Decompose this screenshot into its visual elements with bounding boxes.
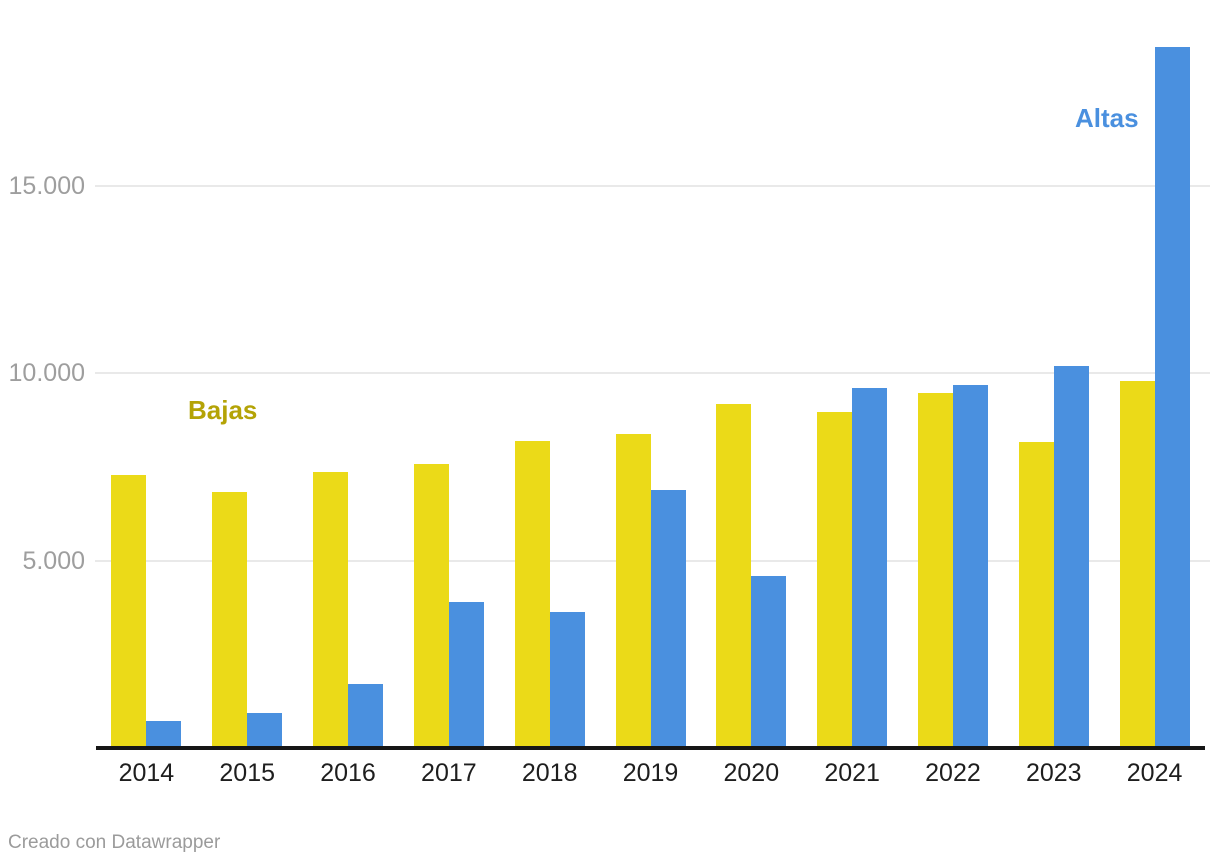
bar-altas-2020 [751,576,787,748]
bar-altas-2019 [650,489,686,748]
bar-bajas-2015 [212,491,248,748]
y-tick-label-5000: 5.000 [22,546,85,575]
bar-bajas-2018 [514,440,550,748]
bar-bajas-2016 [313,471,349,748]
x-tick-label-2015: 2015 [219,759,276,787]
bar-bajas-2021 [817,411,853,748]
bar-altas-2015 [247,712,283,748]
x-tick-label-2022: 2022 [925,759,981,787]
bar-altas-2024 [1154,47,1190,748]
datawrapper-credit: Creado con Datawrapper [8,832,221,853]
bar-bajas-2019 [615,433,651,748]
bar-altas-2022 [952,384,988,748]
x-tick-label-2014: 2014 [118,759,175,787]
gridline-15000 [95,185,1210,188]
series-label-bajas: Bajas [188,395,258,425]
bar-bajas-2020 [716,404,752,748]
series-label-altas: Altas [1075,103,1139,133]
x-tick-label-2021: 2021 [824,759,880,787]
bar-bajas-2017 [413,464,449,748]
bar-bajas-2014 [111,474,147,748]
x-tick-label-2020: 2020 [723,759,780,787]
bar-altas-2023 [1053,365,1089,748]
bar-altas-2017 [448,601,484,748]
x-axis-line [96,746,1205,750]
bar-altas-2014 [146,721,182,748]
x-tick-label-2024: 2024 [1126,759,1183,787]
x-tick-label-2019: 2019 [622,759,679,787]
x-tick-label-2023: 2023 [1025,759,1082,787]
y-tick-label-15000: 15.000 [8,172,85,201]
gridline-10000 [95,372,1210,375]
x-tick-label-2016: 2016 [320,759,376,787]
bar-altas-2021 [852,387,888,748]
bar-altas-2018 [549,612,585,748]
bar-altas-2016 [348,684,384,748]
y-tick-label-10000: 10.000 [8,359,85,388]
x-tick-label-2018: 2018 [521,759,578,787]
x-tick-label-2017: 2017 [421,759,477,787]
bar-bajas-2023 [1018,442,1054,748]
bar-bajas-2024 [1119,381,1155,748]
bar-bajas-2022 [917,392,953,748]
